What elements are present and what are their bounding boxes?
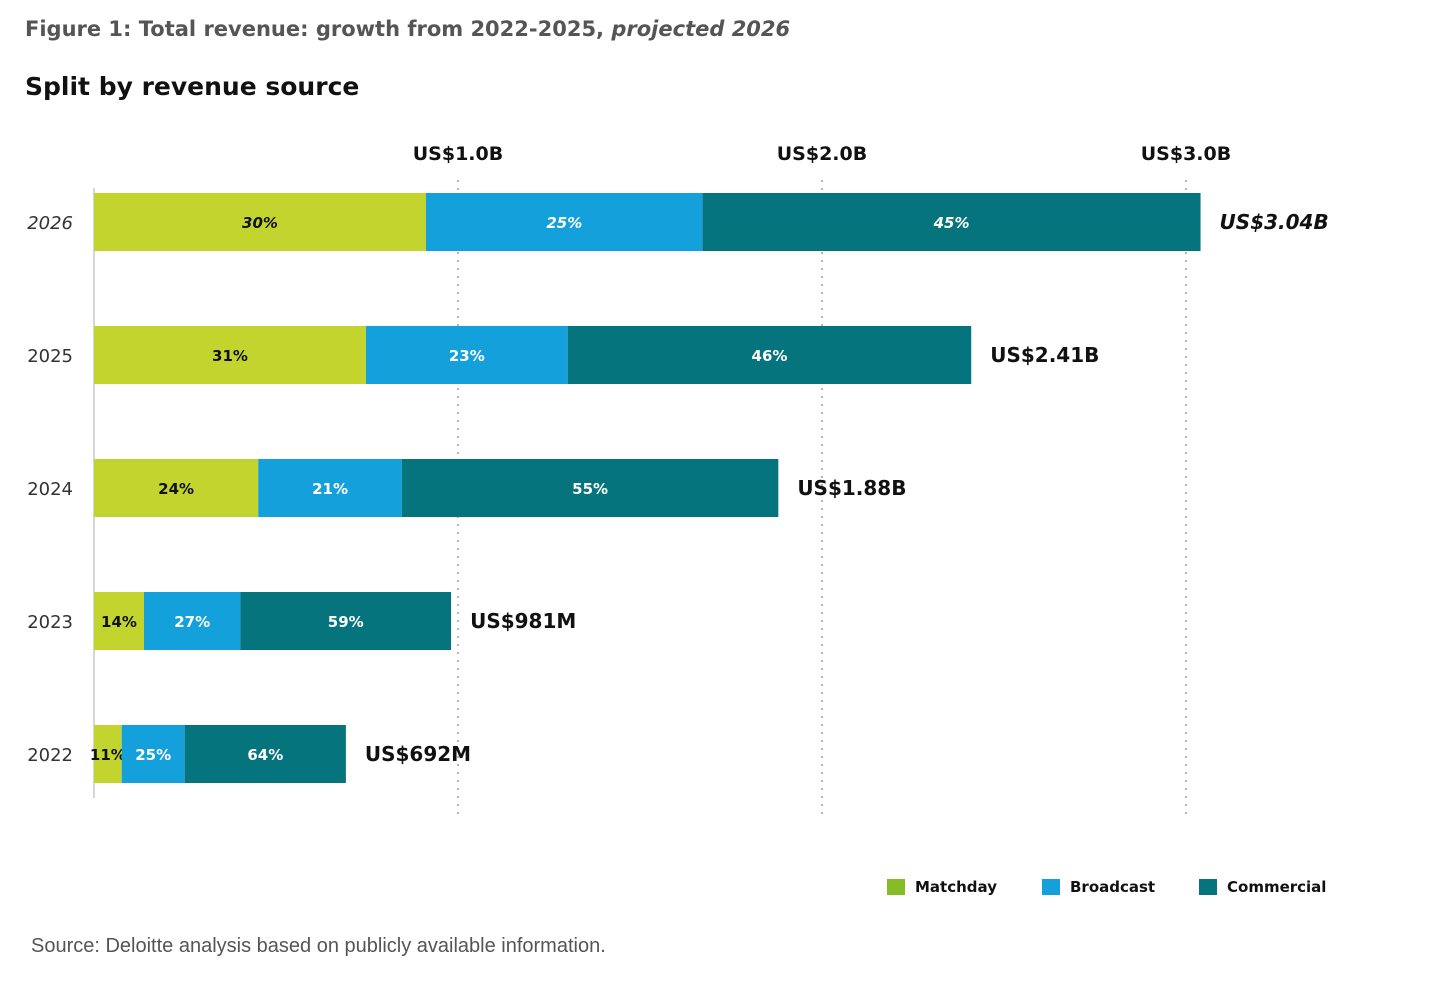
segment-label: 64% [247,746,283,764]
segment-label: 59% [328,613,364,631]
total-label: US$2.41B [990,343,1099,367]
bar-row-2023: 2023 14% 27% 59% US$981M [27,592,576,650]
bar-segment-broadcast [258,459,402,517]
legend-item-matchday: Matchday [887,878,997,896]
segment-label: 11% [90,746,126,764]
segment-label: 14% [101,613,137,631]
segment-label: 24% [158,480,194,498]
bar-segment-matchday [94,193,426,251]
bar-segment-broadcast [365,326,568,384]
total-label: US$981M [470,609,576,633]
legend-swatch [1042,879,1060,895]
bar-segment-matchday [94,459,259,517]
segment-label: 30% [242,214,278,232]
bar-segment-commercial [401,459,779,517]
bar-segment-broadcast [143,592,241,650]
segment-label: 21% [312,480,348,498]
year-label: 2026 [27,213,73,234]
bar-segment-commercial [240,592,452,650]
x-tick-label: US$3.0B [1141,143,1231,165]
bar-segment-matchday [94,725,122,783]
total-label: US$692M [365,742,471,766]
legend-item-broadcast: Broadcast [1042,878,1155,896]
year-label: 2022 [27,745,73,766]
segment-label: 27% [174,613,210,631]
bar-segment-commercial [567,326,972,384]
year-label: 2023 [27,612,73,633]
bar-segment-matchday [94,326,366,384]
segment-label: 25% [135,746,171,764]
legend-swatch [1199,879,1217,895]
bar-row-2025: 2025 31% 23% 46% US$2.41B [27,326,1099,384]
chart-subtitle: Split by revenue source [25,72,359,101]
bar-segment-broadcast [121,725,185,783]
legend-label: Matchday [915,878,997,896]
total-label: US$1.88B [797,476,906,500]
legend-label: Broadcast [1070,878,1155,896]
bar-row-2022: 2022 11% 25% 64% US$692M [27,725,471,783]
segment-label: 23% [449,347,485,365]
bar-segment-commercial [702,193,1201,251]
bar-segment-broadcast [425,193,703,251]
legend-swatch [887,879,905,895]
legend-label: Commercial [1227,878,1326,896]
x-tick-label: US$2.0B [777,143,867,165]
source-note: Source: Deloitte analysis based on publi… [31,935,606,957]
segment-label: 46% [752,347,788,365]
segment-label: 25% [546,214,582,232]
segment-label: 45% [933,214,970,232]
segment-label: 55% [572,480,608,498]
segment-label: 31% [212,347,248,365]
year-label: 2024 [27,479,73,500]
year-label: 2025 [27,346,73,367]
legend-item-commercial: Commercial [1199,878,1326,896]
bar-segment-commercial [184,725,346,783]
bar-segment-matchday [94,592,144,650]
bar-row-2026: 2026 30% 25% 45% US$3.04B [27,193,1329,251]
bar-row-2024: 2024 24% 21% 55% US$1.88B [27,459,906,517]
x-tick-label: US$1.0B [413,143,503,165]
figure-title: Figure 1: Total revenue: growth from 202… [25,17,790,41]
total-label: US$3.04B [1220,210,1329,234]
